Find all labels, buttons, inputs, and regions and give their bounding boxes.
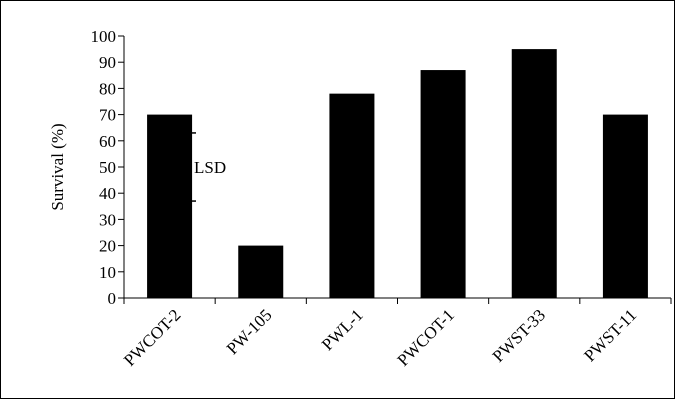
- y-tick-label: 0: [108, 289, 117, 308]
- y-tick-label: 60: [99, 132, 116, 151]
- bar-pwcot-1: [420, 70, 466, 298]
- x-tick-label: PWCOT-1: [393, 305, 457, 369]
- y-tick-label: 20: [99, 237, 116, 256]
- y-tick-label: 10: [99, 263, 116, 282]
- y-tick-label: 30: [99, 210, 116, 229]
- y-axis-ticks: 0 10 20 30 40 50 60 70 80 90 100: [91, 27, 672, 308]
- x-tick-label: PWL-1: [318, 305, 367, 354]
- x-tick-label: PW-105: [223, 305, 276, 358]
- bar-pwst-11: [602, 114, 648, 298]
- y-tick-label: 80: [99, 79, 116, 98]
- y-tick-label: 50: [99, 158, 116, 177]
- x-tick-label: PWCOT-2: [120, 305, 184, 369]
- bar-pwst-33: [511, 49, 557, 298]
- lsd-label: LSD: [194, 158, 226, 177]
- bar-pw-105: [238, 245, 284, 298]
- x-axis-labels: PWCOT-2 PW-105 PWL-1 PWCOT-1 PWST-33 PWST-11: [120, 305, 640, 369]
- bars: [147, 49, 648, 298]
- lsd-error-bar: LSD: [182, 132, 226, 202]
- y-tick-label: 90: [99, 53, 116, 72]
- bar-pwl-1: [329, 93, 375, 298]
- x-tick-label: PWST-33: [489, 305, 549, 365]
- x-tick-label: PWST-11: [580, 305, 640, 365]
- y-tick-label: 40: [99, 184, 116, 203]
- y-axis-label: Survival (%): [48, 123, 67, 210]
- bar-pwcot-2: [147, 114, 193, 298]
- y-tick-label: 100: [91, 27, 117, 46]
- y-tick-label: 70: [99, 106, 116, 125]
